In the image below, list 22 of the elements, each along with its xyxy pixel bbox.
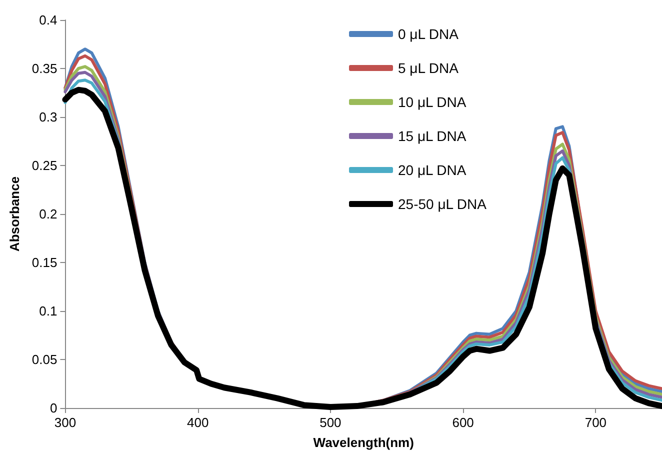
y-tick-label: 0.2: [39, 206, 58, 222]
legend-label: 25-50 μL DNA: [398, 196, 488, 212]
y-tick-label: 0.15: [32, 255, 58, 270]
y-tick-label: 0.35: [32, 61, 58, 76]
x-axis-title: Wavelength(nm): [313, 435, 414, 450]
legend-label: 0 μL DNA: [398, 26, 460, 42]
legend-label: 10 μL DNA: [398, 94, 467, 110]
x-tick-label: 700: [584, 415, 607, 430]
y-axis-title: Absorbance: [7, 176, 22, 252]
y-tick-label: 0.3: [39, 110, 58, 124]
legend-label: 20 μL DNA: [398, 162, 467, 178]
y-tick-label: 0: [50, 400, 58, 416]
y-tick-label: 0.05: [32, 352, 58, 367]
y-tick-label: 0.4: [39, 12, 58, 28]
x-tick-label: 300: [54, 415, 76, 430]
y-tick-label: 0.1: [39, 304, 58, 318]
x-tick-label: 400: [186, 415, 209, 430]
y-tick-label: 0.25: [32, 158, 58, 173]
legend-label: 15 μL DNA: [398, 128, 467, 144]
x-tick-label: 600: [452, 415, 474, 430]
legend-label: 5 μL DNA: [398, 60, 460, 76]
x-tick-label: 500: [320, 415, 342, 430]
